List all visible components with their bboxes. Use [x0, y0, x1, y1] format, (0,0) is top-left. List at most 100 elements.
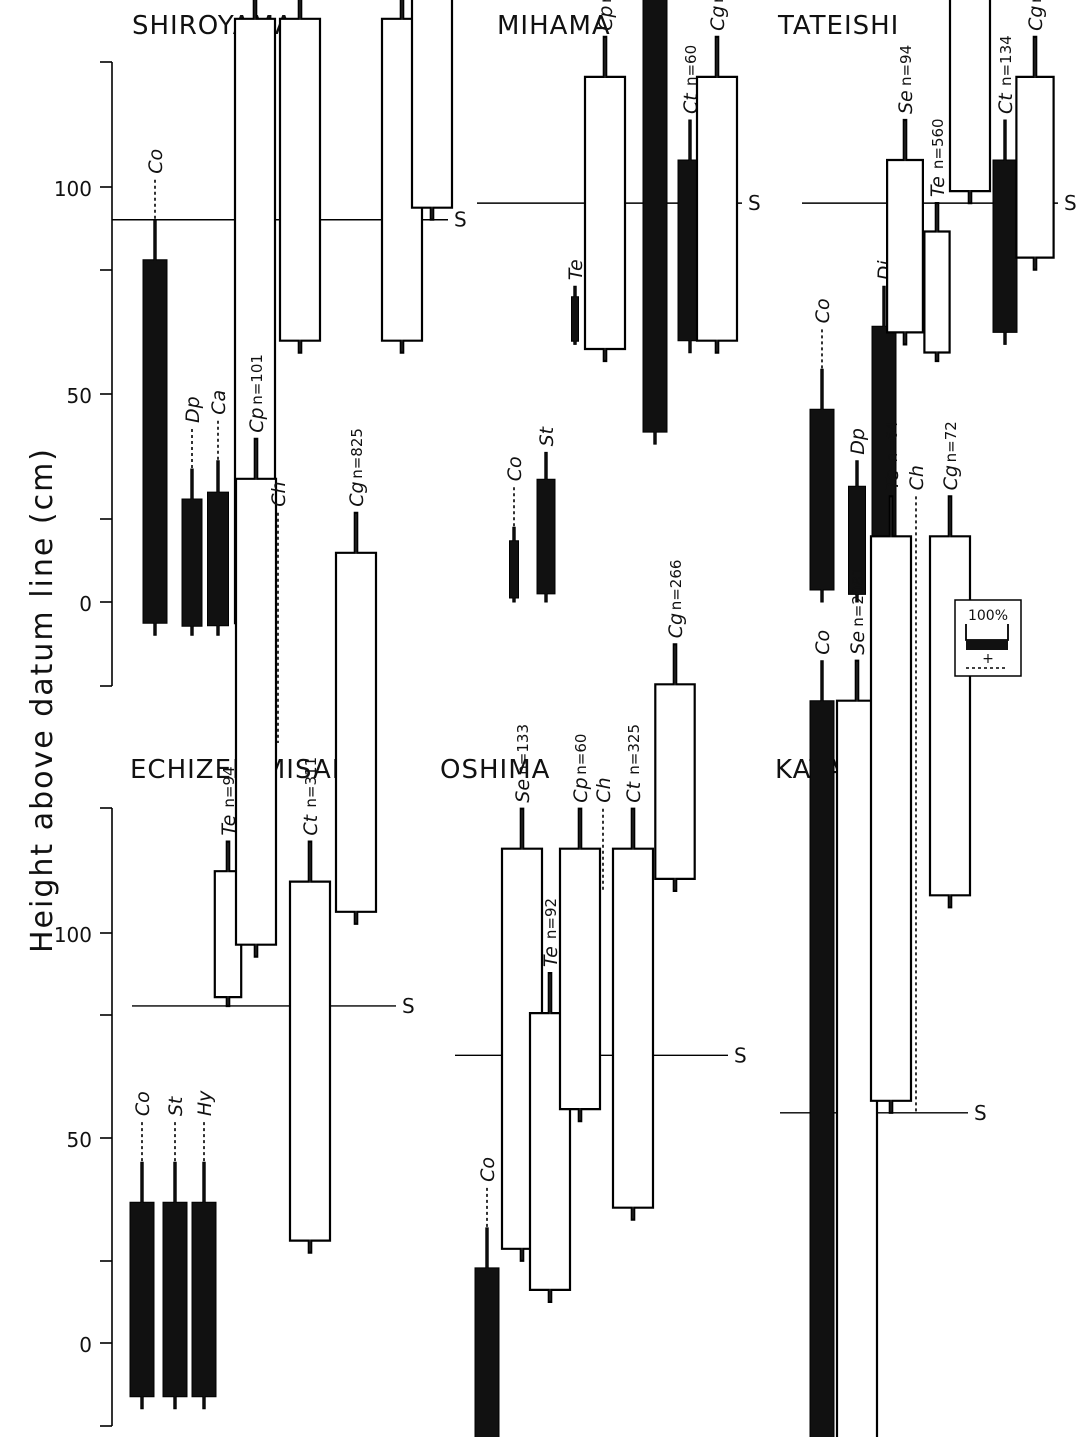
kite-echizen-misaki-te-n: n=94	[220, 766, 238, 807]
kite-oshima-ct-label: Ct	[623, 780, 645, 802]
kite-tateishi-te-n: n=560	[929, 118, 947, 169]
kite-shiroyama-dp	[181, 468, 203, 636]
kite-shiroyama-ca-label: Ca	[208, 390, 230, 415]
kite-echizen-misaki-st-label: St	[165, 1095, 187, 1116]
site-title-oshima: OSHIMA	[440, 755, 550, 785]
kite-mihama-co-label: Co	[504, 456, 526, 481]
kite-mihama-st	[536, 451, 556, 603]
kite-mihama-te-label: Te	[565, 259, 587, 280]
kite-tateishi-cg	[1015, 35, 1055, 271]
kite-tateishi-ct-label: Ct	[995, 92, 1017, 114]
kite-katano-co-label: Co	[812, 630, 834, 655]
kite-mihama-co	[509, 526, 519, 603]
kite-echizen-misaki-ct-label: Ct	[300, 813, 322, 835]
kite-echizen-misaki-ch-label: Ch	[268, 481, 290, 506]
kite-katano-se-n: n=2081	[849, 566, 867, 626]
kite-katano-co	[809, 660, 835, 1437]
datum-label-tateishi: S	[1064, 191, 1077, 215]
kite-oshima-te-label: Te	[540, 946, 562, 967]
kite-katano-se	[835, 659, 879, 1437]
kite-shiroyama-cg	[410, 0, 454, 221]
kite-oshima-ch-label: Ch	[593, 777, 615, 802]
kite-tateishi-dp-label: Dp	[847, 428, 869, 455]
kite-tateishi-co	[809, 368, 835, 603]
top-tick-0: 0	[79, 592, 92, 616]
bottom-tick-50: 50	[67, 1128, 92, 1152]
site-title-tateishi: TATEISHI	[777, 11, 899, 41]
top-row-axis	[100, 61, 113, 687]
kite-oshima-cp-n: n=60	[572, 734, 590, 775]
panel-shiroyama: SHIROYAMASCoDpCaSen=9933Ten=435Cpn=1470C…	[112, 0, 467, 637]
bottom-row-axis	[100, 807, 113, 1427]
kite-oshima-co	[474, 1227, 500, 1437]
kite-oshima-cg-label: Cg	[665, 613, 687, 638]
kite-echizen-misaki-co	[129, 1161, 155, 1410]
kite-mihama-cg	[695, 35, 739, 354]
kite-oshima-cp	[558, 807, 602, 1123]
legend-plus-label: +	[982, 651, 994, 667]
datum-label-oshima: S	[734, 1043, 747, 1067]
kite-katano-te-n: n=64	[883, 421, 901, 462]
kite-echizen-misaki-cp-label: Cp	[246, 407, 268, 432]
kite-shiroyama-co	[142, 219, 168, 636]
kite-oshima-ct	[611, 807, 655, 1221]
kite-tateishi-se	[885, 118, 925, 346]
kite-mihama-cp-n: n=680	[597, 0, 615, 3]
kite-tateishi-ct-n: n=134	[997, 35, 1015, 86]
kite-echizen-misaki-te-label: Te	[218, 815, 240, 836]
kite-mihama-ch	[642, 0, 668, 445]
kite-tateishi-cg-n: n=294	[1027, 0, 1045, 3]
panel-tateishi: TATEISHISCoDpDiSen=94Ten=560Cpn=202Ctn=1…	[777, 0, 1077, 630]
site-title-mihama: MIHAMA	[497, 11, 611, 41]
kite-shiroyama-ca	[207, 460, 229, 636]
kite-echizen-misaki-ct-n: n=311	[302, 757, 320, 808]
kite-katano-se-label: Se	[847, 631, 869, 655]
kite-echizen-misaki-cp	[234, 437, 278, 958]
kite-oshima-te-n: n=92	[542, 898, 560, 939]
kite-echizen-misaki-cp-n: n=101	[248, 354, 266, 405]
kite-echizen-misaki-ct	[288, 840, 332, 1254]
legend: 100% +	[954, 599, 1022, 677]
kite-oshima-ct-n: n=325	[625, 724, 643, 775]
kite-oshima-cg	[654, 643, 696, 893]
top-tick-50: 50	[67, 384, 92, 408]
kite-shiroyama-co-label: Co	[145, 149, 167, 174]
kite-mihama-te	[571, 285, 579, 345]
kite-oshima-cg-n: n=266	[667, 560, 685, 611]
kite-echizen-misaki-co-label: Co	[132, 1091, 154, 1116]
kite-katano-te-label: Te	[881, 469, 903, 490]
kite-echizen-misaki-st	[162, 1161, 188, 1410]
kite-echizen-misaki-hy	[191, 1161, 217, 1410]
kite-shiroyama-dp-label: Dp	[182, 396, 204, 423]
datum-label-mihama: S	[748, 191, 761, 215]
kite-mihama-cp-label: Cp	[595, 6, 617, 31]
datum-label-shiroyama: S	[454, 208, 467, 232]
kite-echizen-misaki-cg-n: n=825	[348, 428, 366, 479]
kite-shiroyama-te	[278, 0, 322, 354]
kite-tateishi-ct	[992, 119, 1018, 345]
bottom-tick-0: 0	[79, 1333, 92, 1357]
kite-tateishi-te	[923, 202, 951, 363]
kite-tateishi-co-label: Co	[812, 298, 834, 323]
datum-label-katano: S	[974, 1101, 987, 1125]
kite-tateishi-cg-label: Cg	[1025, 6, 1047, 31]
kite-mihama-cg-label: Cg	[707, 6, 729, 31]
kite-oshima-se-label: Se	[512, 779, 534, 803]
kite-mihama-st-label: St	[536, 425, 558, 446]
kite-echizen-misaki-cg	[334, 511, 378, 925]
kite-tateishi-dp	[848, 460, 866, 603]
kite-echizen-misaki-cg-label: Cg	[346, 481, 368, 506]
kite-tateishi-te-label: Te	[927, 176, 949, 197]
kite-mihama-ct-n: n=60	[682, 45, 700, 86]
kite-katano-cg	[928, 495, 972, 909]
kite-oshima-co-label: Co	[477, 1157, 499, 1182]
datum-label-echizen-misaki: S	[402, 994, 415, 1018]
kite-tateishi-se-label: Se	[895, 90, 917, 114]
kite-oshima-se-n: n=133	[514, 724, 532, 775]
y-axis-label: Height above datum line (cm)	[25, 447, 60, 953]
kite-tateishi-cp	[948, 0, 992, 205]
kite-mihama-cg-n: n=140	[709, 0, 727, 3]
kite-tateishi-se-n: n=94	[897, 45, 915, 86]
